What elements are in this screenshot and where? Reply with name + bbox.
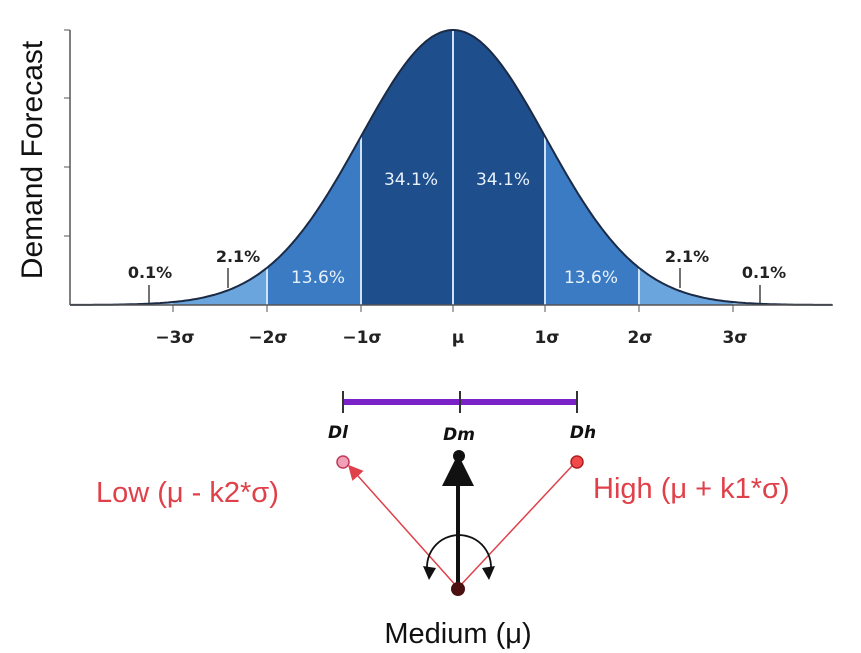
rotation-arrowhead-left xyxy=(423,566,436,580)
high-outcome-label: High (μ + k1*σ) xyxy=(593,473,790,505)
range-label-low: Dl xyxy=(328,423,349,443)
x-tick-label: −1σ xyxy=(342,328,381,348)
medium-point xyxy=(453,450,465,462)
pct-label-mid-right: 13.6% xyxy=(564,268,618,288)
arrow-to-high xyxy=(457,465,573,589)
origin-point xyxy=(451,582,465,596)
x-tick-label: 2σ xyxy=(627,328,652,348)
x-tick-label: −3σ xyxy=(155,328,194,348)
range-label-high: Dh xyxy=(570,423,596,443)
pct-label-mid-left: 13.6% xyxy=(291,268,345,288)
rotation-arc xyxy=(426,534,492,576)
range-label-mid: Dm xyxy=(443,425,475,445)
mid-left-band xyxy=(267,30,361,305)
pct-label-tail-right: 0.1% xyxy=(742,263,786,282)
pct-label-outer-right: 2.1% xyxy=(665,247,709,266)
x-tick-label: 3σ xyxy=(722,328,747,348)
mid-right-band xyxy=(545,30,639,305)
x-tick-label: −2σ xyxy=(248,328,287,348)
low-point xyxy=(336,455,350,469)
pct-label-outer-left: 2.1% xyxy=(216,247,260,266)
x-tick-label: μ xyxy=(452,328,465,348)
low-outcome-label: Low (μ - k2*σ) xyxy=(96,477,279,509)
pct-label-tail-left: 0.1% xyxy=(128,263,172,282)
bell-curve xyxy=(70,29,832,306)
y-axis-label: Demand Forecast xyxy=(16,40,49,279)
high-point xyxy=(570,455,584,469)
pct-label-inner-right: 34.1% xyxy=(476,170,530,190)
curve-bands xyxy=(70,30,833,305)
pct-label-inner-left: 34.1% xyxy=(384,170,438,190)
medium-outcome-label: Medium (μ) xyxy=(384,618,531,650)
rotation-arrowhead-right xyxy=(482,566,495,580)
outer-right-band xyxy=(639,30,733,305)
outer-left-band xyxy=(173,30,267,305)
arrow-to-low xyxy=(348,464,459,589)
x-tick-label: 1σ xyxy=(534,328,559,348)
